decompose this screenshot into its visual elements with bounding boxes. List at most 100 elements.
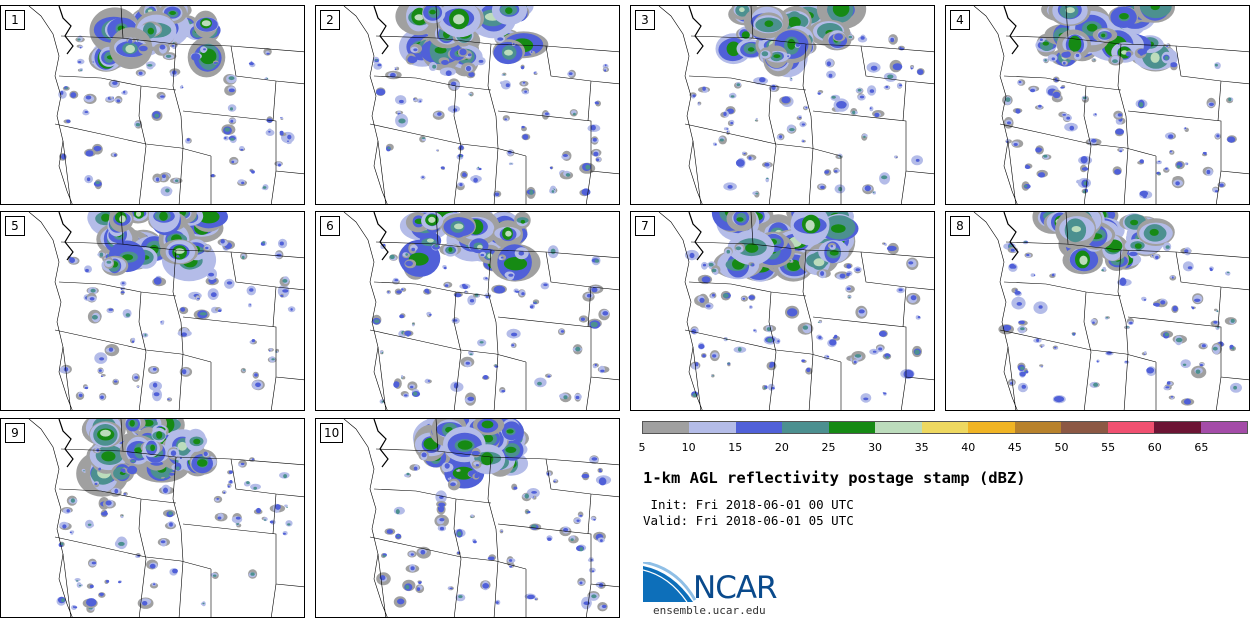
echo-cell [1144, 351, 1147, 355]
echo-cell [886, 355, 889, 359]
state-border [587, 493, 592, 535]
echo-cell [176, 255, 180, 258]
state-border [900, 376, 907, 410]
echo-cell [698, 345, 704, 348]
echo-cell [278, 163, 281, 167]
echo-cell [177, 441, 188, 451]
echo-cell [1048, 89, 1054, 94]
echo-cell [256, 509, 260, 513]
echo-cell [1233, 385, 1237, 390]
echo-cell [712, 354, 717, 358]
echo-cell [202, 212, 214, 220]
echo-cell [69, 257, 72, 259]
echo-cell [269, 348, 273, 351]
echo-cell [1143, 299, 1147, 301]
echo-cell [449, 587, 453, 590]
echo-cell [419, 581, 422, 584]
echo-cell [689, 252, 695, 259]
state-border [684, 329, 842, 363]
echo-cell [508, 273, 514, 277]
echo-cell [1150, 52, 1160, 63]
echo-cell [831, 341, 835, 344]
echo-cell [497, 37, 504, 41]
echo-cell [521, 66, 524, 68]
echo-cell [398, 118, 406, 124]
echo-cell [240, 148, 244, 151]
echo-cell [377, 63, 382, 67]
echo-cell [511, 332, 518, 337]
echo-cell [249, 288, 254, 292]
echo-cell [465, 290, 467, 292]
state-border [230, 458, 304, 498]
echo-cell [583, 601, 590, 605]
echo-cell [702, 354, 705, 356]
echo-cell [467, 53, 472, 57]
echo-cell [563, 395, 568, 400]
echo-cell [66, 509, 70, 513]
echo-cell [825, 170, 830, 173]
state-border [172, 456, 184, 617]
echo-cell [782, 99, 789, 103]
echo-cell [1020, 327, 1025, 331]
echo-cell [890, 247, 896, 251]
state-border [54, 123, 212, 157]
echo-cell [149, 563, 156, 569]
echo-cell [467, 396, 475, 401]
coastline [373, 6, 389, 55]
echo-cell [156, 177, 160, 182]
echo-cell [521, 125, 525, 129]
echo-cell [562, 154, 568, 157]
echo-cell [1062, 61, 1066, 65]
echo-cell [1069, 125, 1075, 131]
echo-cell [1170, 62, 1174, 67]
member-panel: 4 [945, 5, 1250, 205]
echo-cell [154, 113, 159, 118]
echo-cell [228, 76, 235, 81]
state-border [230, 45, 304, 85]
echo-cell [600, 369, 605, 373]
echo-cell [1214, 190, 1219, 193]
state-border [812, 316, 934, 381]
echo-cell [598, 468, 602, 471]
echo-cell [699, 297, 705, 303]
echo-cell [175, 466, 180, 470]
echo-cell [413, 391, 418, 396]
state-border [272, 493, 277, 535]
echo-cell [420, 549, 426, 555]
echo-cell [478, 167, 482, 171]
echo-cell [235, 516, 241, 520]
echo-cell [100, 395, 104, 399]
echo-cell [485, 277, 488, 280]
echo-cell [152, 382, 158, 388]
echo-cell [485, 295, 489, 298]
echo-cell [510, 163, 512, 164]
state-border [1065, 6, 1069, 39]
reflectivity-colorbar [642, 421, 1248, 434]
echo-cell [874, 112, 880, 118]
echo-cell [77, 61, 82, 63]
echo-cell [1051, 273, 1055, 277]
echo-cell [754, 119, 757, 121]
state-border [435, 419, 439, 452]
echo-cell [771, 84, 776, 90]
echo-cell [216, 497, 219, 500]
echo-cell [470, 514, 474, 518]
echo-cell [60, 542, 64, 546]
echo-cell [426, 291, 430, 294]
echo-cell [159, 44, 166, 50]
echo-cell [381, 400, 384, 403]
state-border [120, 6, 124, 39]
echo-cell [580, 317, 585, 321]
echo-cell [863, 397, 869, 401]
echo-cell [834, 170, 838, 173]
echo-cell [138, 71, 143, 76]
state-border [545, 458, 619, 498]
echo-cell [181, 309, 185, 312]
echo-cell [170, 450, 177, 456]
echo-cell [282, 289, 289, 293]
echo-cell [386, 529, 390, 534]
echo-cell [436, 149, 438, 151]
echo-cell [1016, 302, 1022, 306]
echo-cell [839, 102, 846, 109]
colorbar-swatch [1200, 422, 1248, 433]
